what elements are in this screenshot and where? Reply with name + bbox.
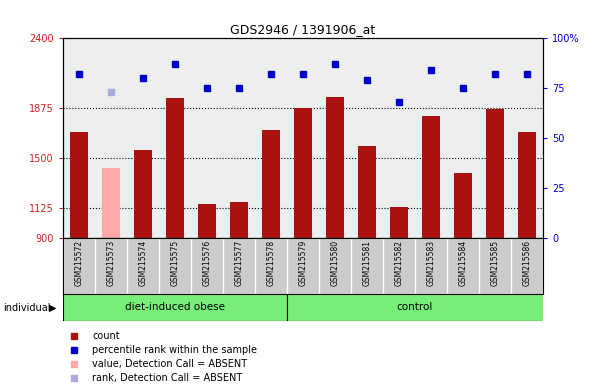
Text: diet-induced obese: diet-induced obese [125,302,225,312]
Bar [518,132,536,238]
Text: individual: individual [3,303,50,313]
Text: GSM215575: GSM215575 [170,240,179,286]
Bar [230,202,248,238]
Text: GSM215577: GSM215577 [235,240,244,286]
Bar [454,173,472,238]
Bar [166,98,184,238]
Text: GSM215581: GSM215581 [362,240,371,286]
Bar [326,97,344,238]
Text: GSM215584: GSM215584 [458,240,467,286]
Text: rank, Detection Call = ABSENT: rank, Detection Call = ABSENT [92,373,242,383]
Text: GSM215576: GSM215576 [203,240,212,286]
Text: percentile rank within the sample: percentile rank within the sample [92,345,257,355]
Bar [134,149,152,238]
Bar [262,130,280,238]
Bar [102,167,120,238]
Text: GSM215574: GSM215574 [139,240,148,286]
Text: GSM215578: GSM215578 [266,240,275,286]
Text: GSM215573: GSM215573 [107,240,115,286]
Title: GDS2946 / 1391906_at: GDS2946 / 1391906_at [230,23,376,36]
Text: GSM215585: GSM215585 [491,240,499,286]
Bar [486,109,504,238]
Text: GSM215572: GSM215572 [74,240,83,286]
Bar [294,108,312,238]
Bar [198,204,216,238]
Text: count: count [92,331,119,341]
Bar [358,146,376,238]
Text: value, Detection Call = ABSENT: value, Detection Call = ABSENT [92,359,247,369]
Text: control: control [397,302,433,312]
Text: ▶: ▶ [49,303,57,313]
Text: GSM215579: GSM215579 [299,240,308,286]
Bar [70,132,88,238]
Text: GSM215583: GSM215583 [427,240,436,286]
Text: GSM215580: GSM215580 [331,240,340,286]
Bar [287,294,559,321]
Bar [422,116,440,238]
Bar [390,207,408,238]
Text: GSM215586: GSM215586 [523,240,532,286]
Text: GSM215582: GSM215582 [395,240,404,286]
Bar [63,294,287,321]
